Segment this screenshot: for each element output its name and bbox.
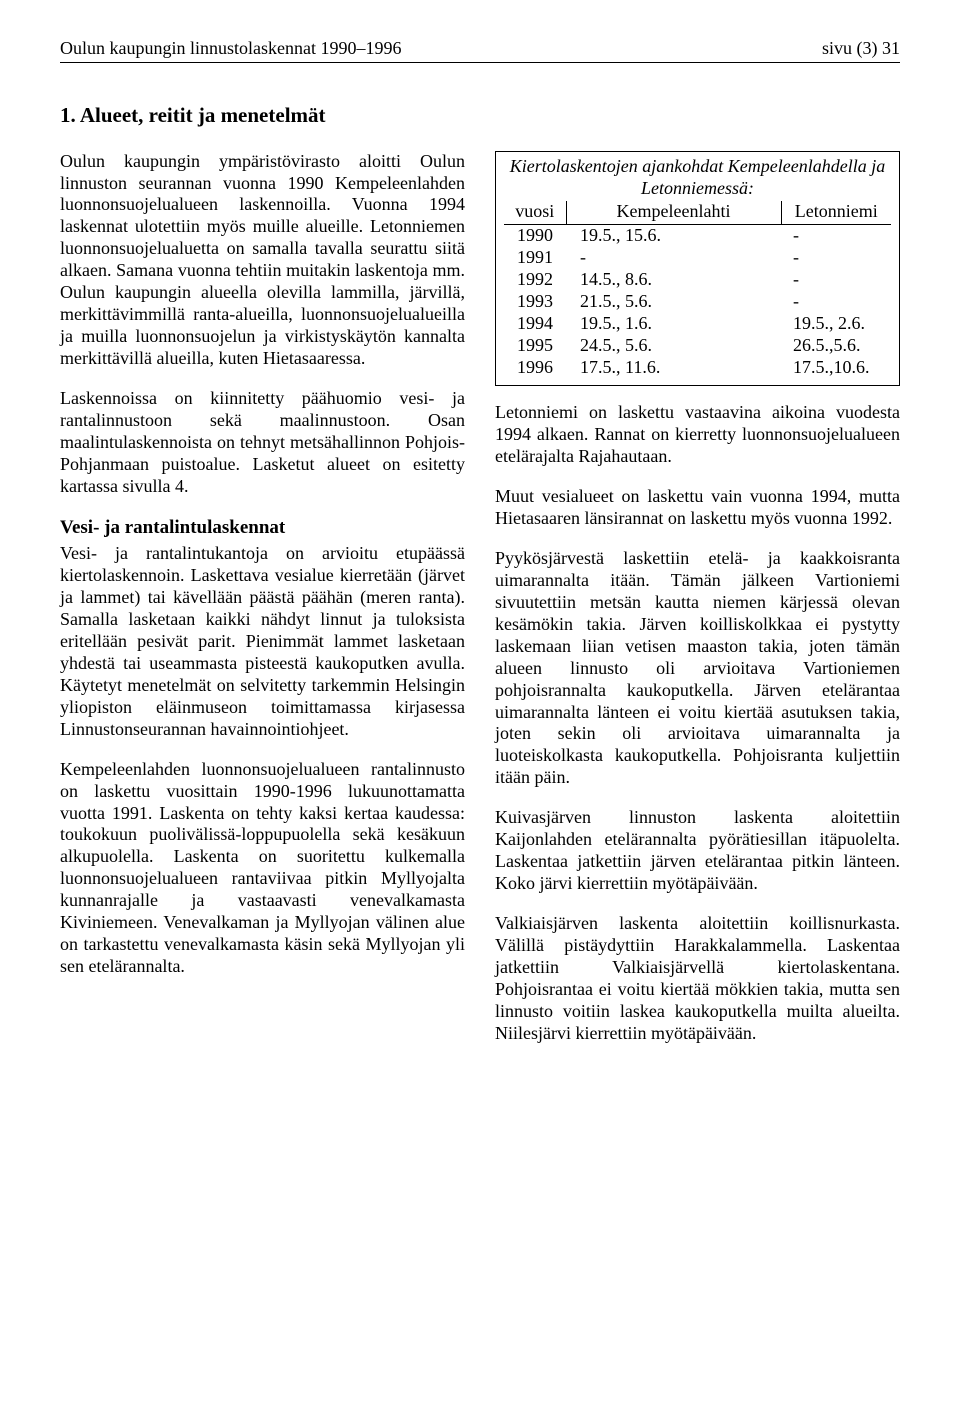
paragraph: Muut vesialueet on laskettu vain vuonna … <box>495 486 900 530</box>
table-header-row: vuosi Kempeleenlahti Letonniemi <box>504 201 891 224</box>
table-row: 199419.5., 1.6.19.5., 2.6. <box>504 313 891 335</box>
table-cell: - <box>781 291 891 313</box>
table-cell: 17.5., 11.6. <box>566 357 781 379</box>
paragraph: Pyykösjärvestä laskettiin etelä- ja kaak… <box>495 548 900 789</box>
table-cell: 19.5., 15.6. <box>566 225 781 247</box>
col-head: Letonniemi <box>781 201 891 224</box>
table-cell: 1995 <box>504 335 566 357</box>
table-caption: Kiertolaskentojen ajankohdat Kempeleenla… <box>504 156 891 200</box>
page-header: Oulun kaupungin linnustolaskennat 1990–1… <box>60 38 900 63</box>
table-row: 199617.5., 11.6.17.5.,10.6. <box>504 357 891 379</box>
table-cell: - <box>781 247 891 269</box>
table-cell: 1996 <box>504 357 566 379</box>
table-row: 1991-- <box>504 247 891 269</box>
col-head: Kempeleenlahti <box>566 201 781 224</box>
schedule-table: vuosi Kempeleenlahti Letonniemi 199019.5… <box>504 201 891 379</box>
paragraph: Laskennoissa on kiinnitetty päähuomio ve… <box>60 388 465 498</box>
paragraph: Oulun kaupungin ympäristövirasto aloitti… <box>60 151 465 371</box>
header-right: sivu (3) 31 <box>822 38 900 60</box>
table-cell: - <box>781 225 891 247</box>
table-cell: - <box>566 247 781 269</box>
table-cell: - <box>781 269 891 291</box>
table-cell: 19.5., 2.6. <box>781 313 891 335</box>
table-cell: 14.5., 8.6. <box>566 269 781 291</box>
table-cell: 24.5., 5.6. <box>566 335 781 357</box>
paragraph: Vesi- ja rantalintukantoja on arvioitu e… <box>60 543 465 741</box>
table-row: 199214.5., 8.6.- <box>504 269 891 291</box>
table-cell: 26.5.,5.6. <box>781 335 891 357</box>
paragraph: Letonniemi on laskettu vastaavina aikoin… <box>495 402 900 468</box>
header-left: Oulun kaupungin linnustolaskennat 1990–1… <box>60 38 401 60</box>
table-cell: 1994 <box>504 313 566 335</box>
table-cell: 19.5., 1.6. <box>566 313 781 335</box>
paragraph: Kuivasjärven linnuston laskenta aloitett… <box>495 807 900 895</box>
col-head: vuosi <box>504 201 566 224</box>
paragraph: Kempeleenlahden luonnonsuojelualueen ran… <box>60 759 465 979</box>
table-cell: 1990 <box>504 225 566 247</box>
table-cell: 1991 <box>504 247 566 269</box>
subheading: Vesi- ja rantalintulaskennat <box>60 516 465 539</box>
body-columns: Oulun kaupungin ympäristövirasto aloitti… <box>60 151 900 1045</box>
table-cell: 1992 <box>504 269 566 291</box>
table-row: 199019.5., 15.6.- <box>504 225 891 247</box>
table-row: 199524.5., 5.6.26.5.,5.6. <box>504 335 891 357</box>
schedule-table-box: Kiertolaskentojen ajankohdat Kempeleenla… <box>495 151 900 387</box>
table-row: 199321.5., 5.6.- <box>504 291 891 313</box>
paragraph: Valkiaisjärven laskenta aloitettiin koil… <box>495 913 900 1045</box>
table-cell: 1993 <box>504 291 566 313</box>
section-title: 1. Alueet, reitit ja menetelmät <box>60 103 900 129</box>
table-cell: 17.5.,10.6. <box>781 357 891 379</box>
table-cell: 21.5., 5.6. <box>566 291 781 313</box>
